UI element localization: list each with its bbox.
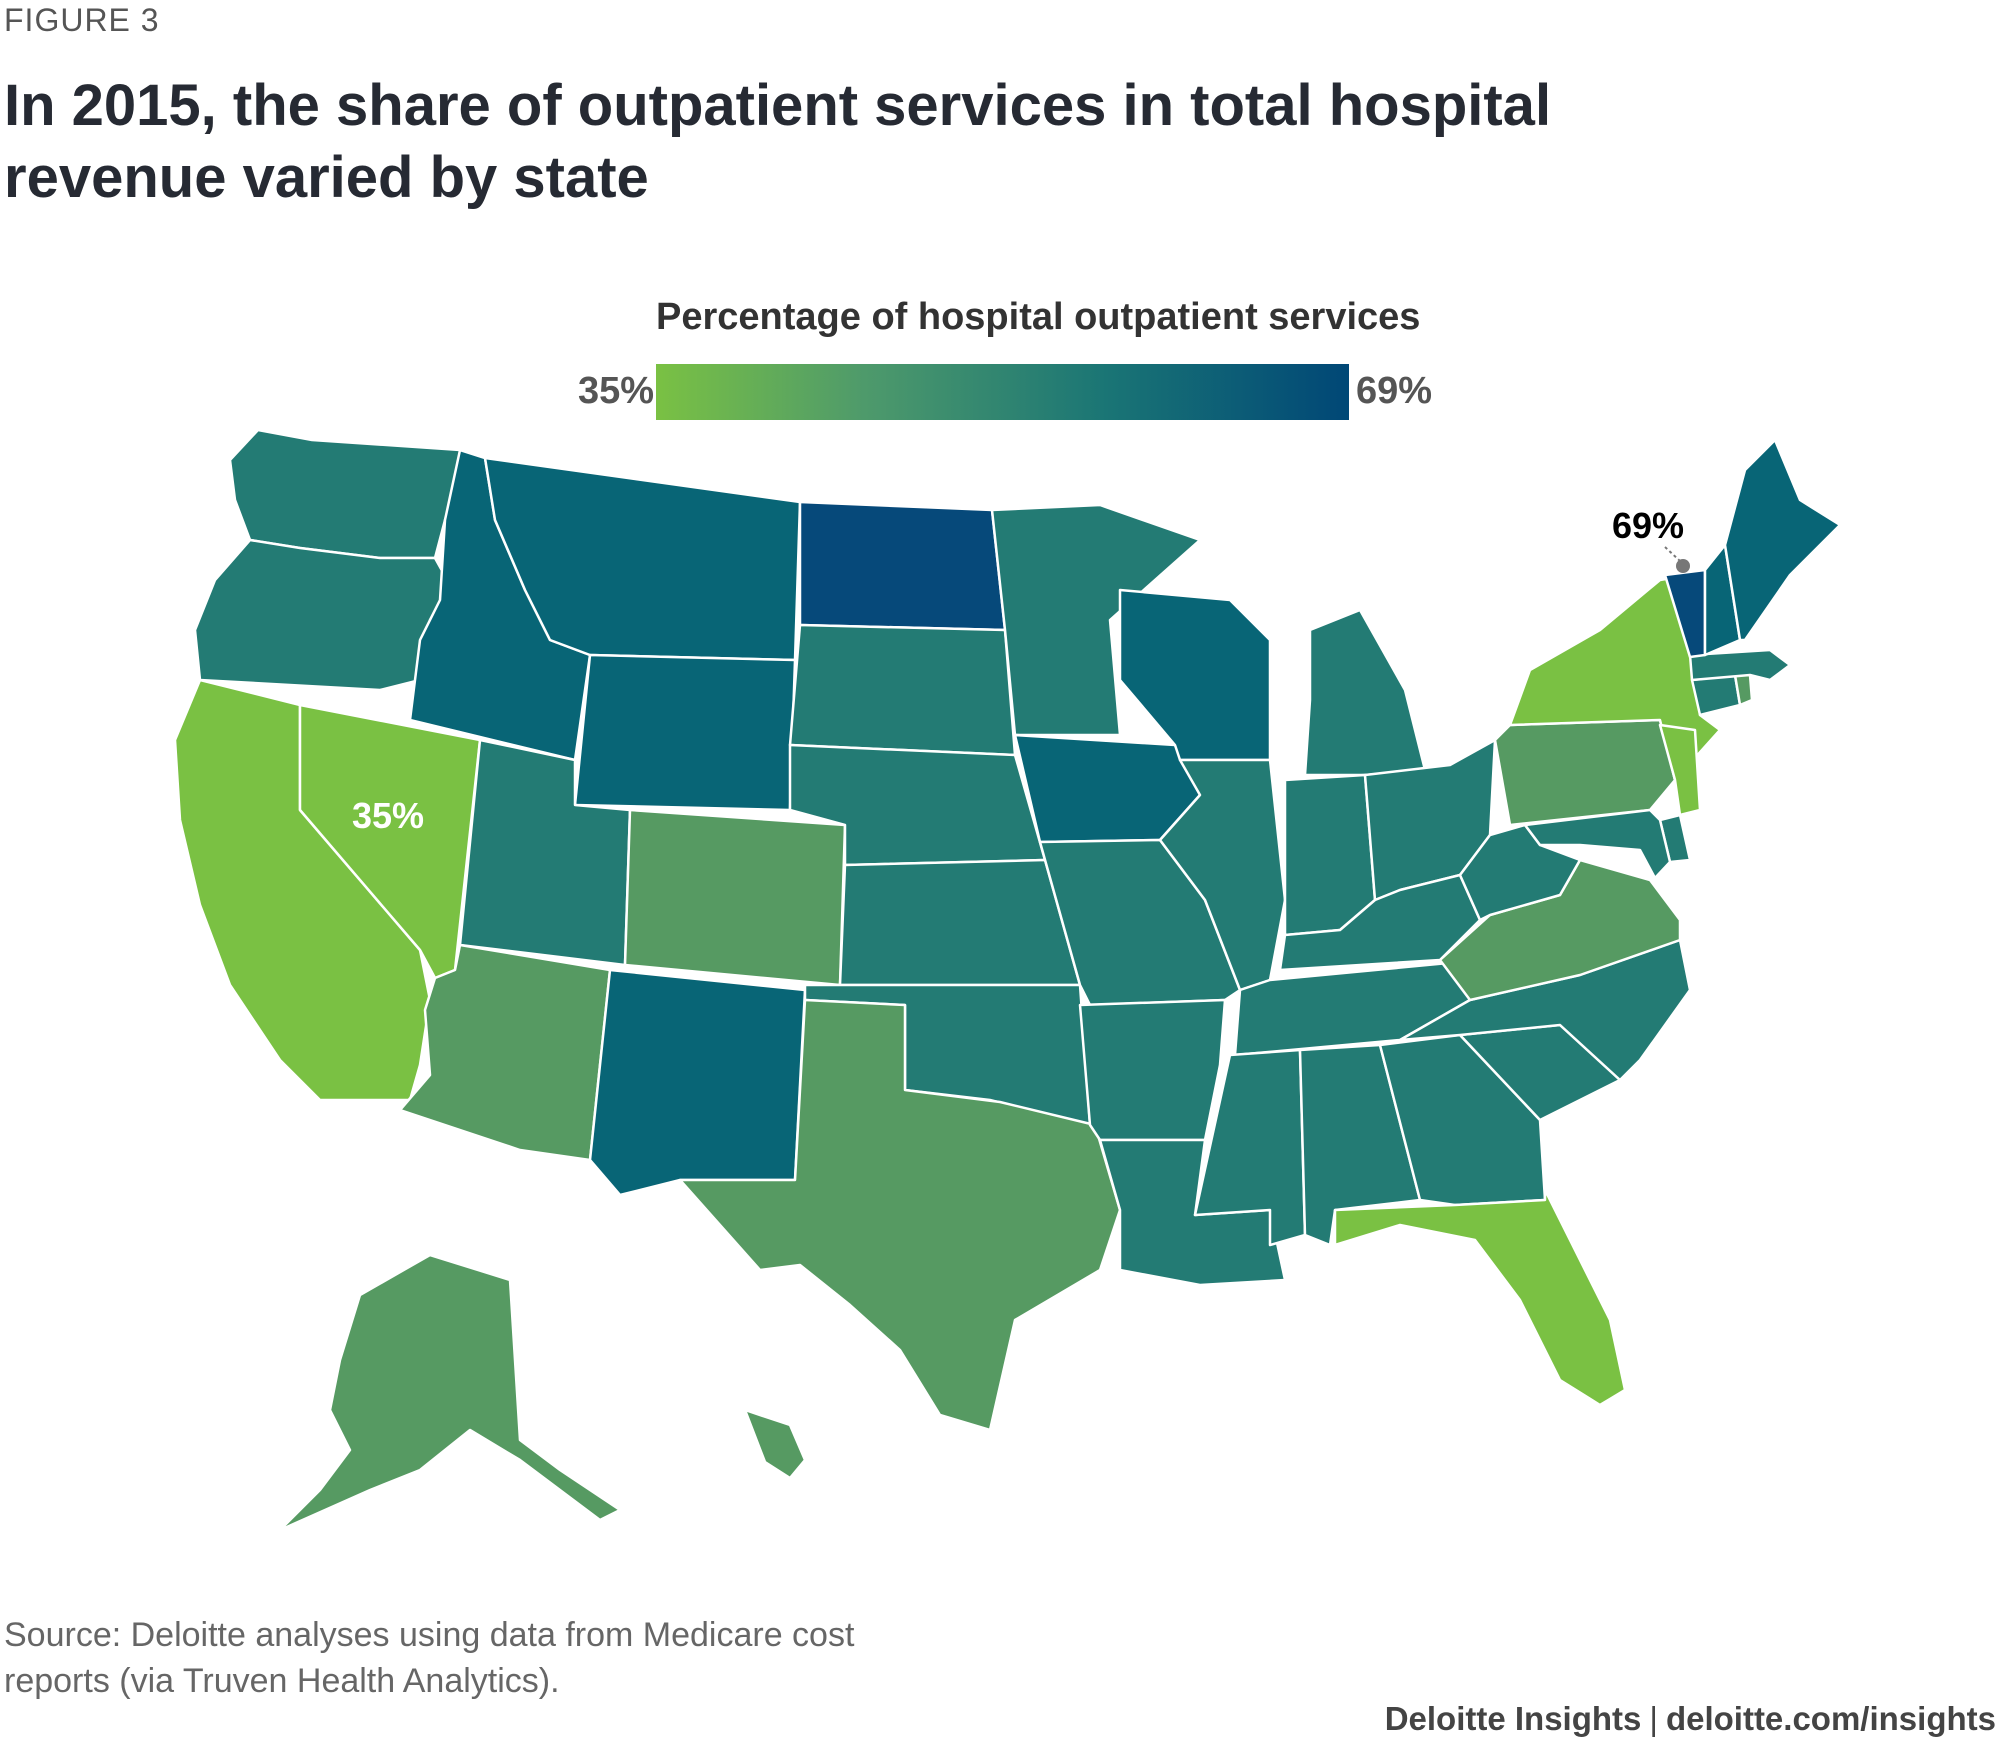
credit-brand: Deloitte Insights (1384, 1700, 1642, 1737)
legend-max-label: 69% (1356, 370, 1433, 412)
state-az (398, 943, 612, 1162)
state-md (1523, 808, 1672, 880)
legend-color-scale (656, 364, 1349, 420)
state-ma (1688, 648, 1792, 682)
chart-title: In 2015, the share of outpatient service… (4, 73, 1552, 210)
state-me (1723, 438, 1842, 642)
state-co (623, 808, 847, 987)
state-wi (1118, 588, 1272, 762)
state-ar (1078, 998, 1227, 1142)
annotation-vt-label: 69% (1612, 505, 1684, 546)
credit-separator: | (1649, 1700, 1658, 1737)
legend-title: Percentage of hospital outpatient servic… (656, 296, 1421, 338)
state-ks (838, 858, 1082, 987)
state-mn (990, 503, 1202, 737)
state-nm (588, 968, 807, 1197)
credit-url[interactable]: deloitte.com/insights (1665, 1700, 1996, 1737)
state-hi (743, 1408, 807, 1480)
state-ak (278, 1253, 622, 1532)
state-nj (1658, 723, 1702, 817)
state-fl (1333, 1188, 1627, 1407)
state-or (193, 538, 452, 692)
state-tx (678, 998, 1122, 1432)
annotation-vt-marker (1676, 559, 1690, 573)
figure-label: FIGURE 3 (4, 2, 160, 38)
state-mi (1303, 608, 1427, 777)
annotation-nv-label: 35% (352, 795, 424, 836)
state-sd (788, 623, 1017, 757)
state-nd (798, 500, 1007, 632)
source-note: Source: Deloitte analyses using data fro… (4, 1616, 855, 1700)
state-ct (1690, 673, 1742, 717)
state-wa (228, 428, 462, 560)
state-wv (1458, 823, 1582, 922)
legend-min-label: 35% (578, 370, 655, 412)
state-la (1098, 1138, 1287, 1287)
annotation-vt-leader-line (1664, 546, 1681, 562)
credit-line: Deloitte Insights | deloitte.com/insights (1385, 1700, 1996, 1738)
state-wy (573, 653, 797, 812)
